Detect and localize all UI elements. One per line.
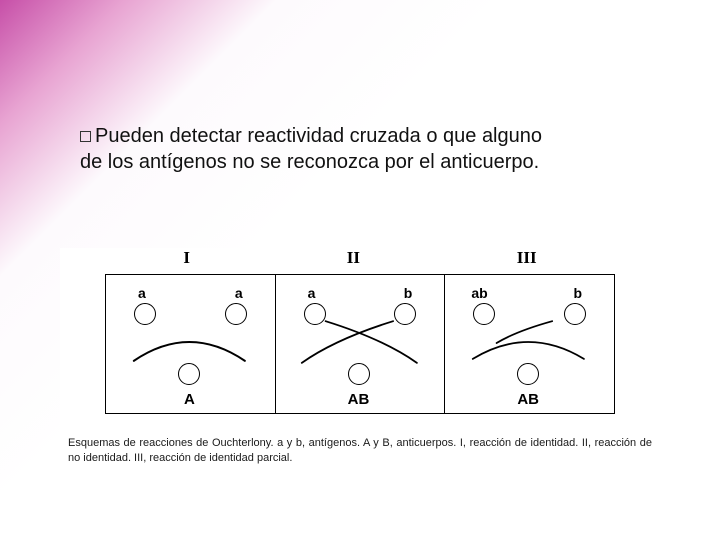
panel-partial: ab b AB xyxy=(445,275,614,413)
panel-row: a a A a b AB xyxy=(105,274,615,414)
well-icon xyxy=(304,303,326,325)
bullet-square-icon xyxy=(80,131,91,142)
bullet-first-word: Pueden xyxy=(95,125,164,147)
antigen-label: b xyxy=(404,285,413,301)
roman-numeral-row: I II III xyxy=(105,248,615,268)
well-icon xyxy=(473,303,495,325)
well-icon xyxy=(134,303,156,325)
bullet-text-block: Pueden detectar reactividad cruzada o qu… xyxy=(80,124,560,175)
figure-caption: Esquemas de reacciones de Ouchterlony. a… xyxy=(60,436,660,466)
antibody-label: AB xyxy=(348,391,370,408)
roman-label-2: II xyxy=(347,248,360,268)
well-icon xyxy=(178,363,200,385)
antibody-label: A xyxy=(184,391,195,408)
ouchterlony-figure: I II III a a A a b xyxy=(60,248,660,466)
panel-nonidentity: a b AB xyxy=(276,275,446,413)
well-icon xyxy=(348,363,370,385)
well-icon xyxy=(564,303,586,325)
well-icon xyxy=(394,303,416,325)
antigen-label: ab xyxy=(471,285,487,301)
roman-label-3: III xyxy=(517,248,537,268)
antibody-label: AB xyxy=(517,391,539,408)
well-icon xyxy=(517,363,539,385)
well-icon xyxy=(225,303,247,325)
antigen-label: b xyxy=(573,285,582,301)
antigen-label: a xyxy=(308,285,316,301)
roman-label-1: I xyxy=(183,248,190,268)
slide-background: Pueden detectar reactividad cruzada o qu… xyxy=(0,0,720,540)
panel-identity: a a A xyxy=(106,275,276,413)
antigen-label: a xyxy=(235,285,243,301)
antigen-label: a xyxy=(138,285,146,301)
